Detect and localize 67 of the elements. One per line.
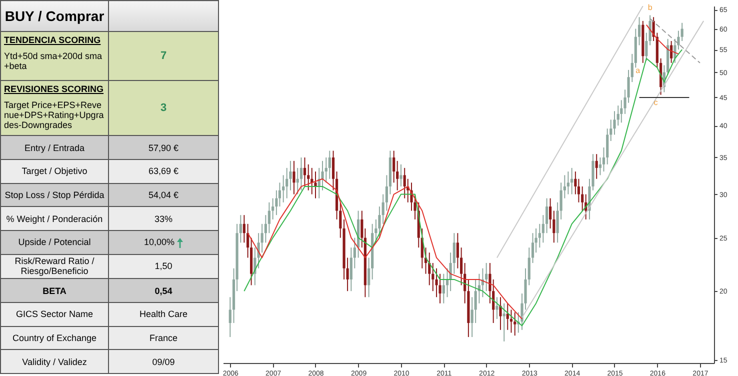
text: TENDENCIA SCORING — [4, 35, 102, 46]
candlestick — [502, 302, 506, 342]
annotation: a — [636, 66, 641, 75]
candlestick — [456, 232, 459, 269]
text: 54,04 € — [108, 183, 218, 207]
candlestick — [272, 198, 274, 220]
text: France — [108, 326, 218, 350]
text: % Weight / Ponderación — [0, 206, 108, 230]
candlestick — [303, 156, 306, 187]
text: Target / Objetivo — [0, 160, 108, 184]
candlestick — [545, 198, 548, 234]
candlestick — [228, 296, 232, 338]
candlestick — [638, 16, 641, 46]
candlestick — [403, 167, 406, 199]
candlestick — [680, 22, 684, 42]
annotation: b — [648, 3, 653, 12]
text: 09/09 — [108, 350, 218, 374]
candlestick — [570, 167, 574, 195]
candlestick — [485, 262, 488, 292]
candlestick — [292, 160, 296, 195]
text: 57,90 € — [108, 136, 218, 160]
text: REVISIONES SCORING — [4, 84, 105, 94]
annotation: c — [654, 98, 658, 107]
candlestick — [442, 273, 445, 304]
candlestick — [314, 171, 317, 199]
candlestick — [602, 146, 606, 172]
candlestick — [499, 296, 502, 330]
candlestick — [531, 232, 534, 264]
text: 63,69 € — [108, 160, 218, 184]
text: Entry / Entrada — [0, 136, 108, 160]
candlestick — [548, 198, 552, 229]
text: 33% — [108, 206, 218, 230]
text: Country of Exchange — [0, 326, 108, 350]
text: Stop Loss / Stop Pérdida — [0, 183, 108, 207]
candlestick — [286, 167, 288, 199]
candlestick — [242, 214, 246, 244]
candlestick — [542, 214, 544, 244]
candlestick — [328, 150, 331, 180]
candlestick — [282, 174, 285, 203]
candlestick — [581, 186, 584, 212]
candlestick — [506, 302, 509, 330]
text: 10,00% — [108, 230, 218, 254]
text: Validity / Validez — [0, 350, 108, 374]
text: Target Price+EPS+Revenue+DPS+Rating+Upgrades-Downgrades — [4, 100, 104, 130]
text: BETA — [0, 278, 108, 302]
text: 3 — [108, 80, 218, 136]
candlestick — [392, 150, 396, 184]
candlestick — [300, 156, 303, 191]
text: 0,54 — [108, 278, 218, 302]
candlestick — [400, 164, 402, 187]
candlestick — [670, 40, 673, 64]
candlestick — [595, 154, 598, 180]
text: GICS Sector Name — [0, 302, 108, 326]
text: Health Care — [108, 302, 218, 326]
text: 1,50 — [108, 254, 218, 279]
candlestick — [307, 164, 310, 191]
text: 7 — [108, 32, 218, 80]
candlestick — [566, 171, 570, 195]
candlestick — [268, 202, 270, 234]
candlestick — [620, 100, 623, 124]
text: Risk/Reward Ratio / Riesgo/Beneficio — [0, 254, 108, 279]
text: BUY / Comprar — [0, 0, 108, 32]
candlestick — [514, 312, 516, 336]
text: Ytd+50d sma+200d sma+beta — [4, 51, 102, 72]
candlestick — [606, 128, 609, 165]
candlestick — [496, 296, 498, 320]
text: Upside / Potencial — [0, 230, 108, 254]
